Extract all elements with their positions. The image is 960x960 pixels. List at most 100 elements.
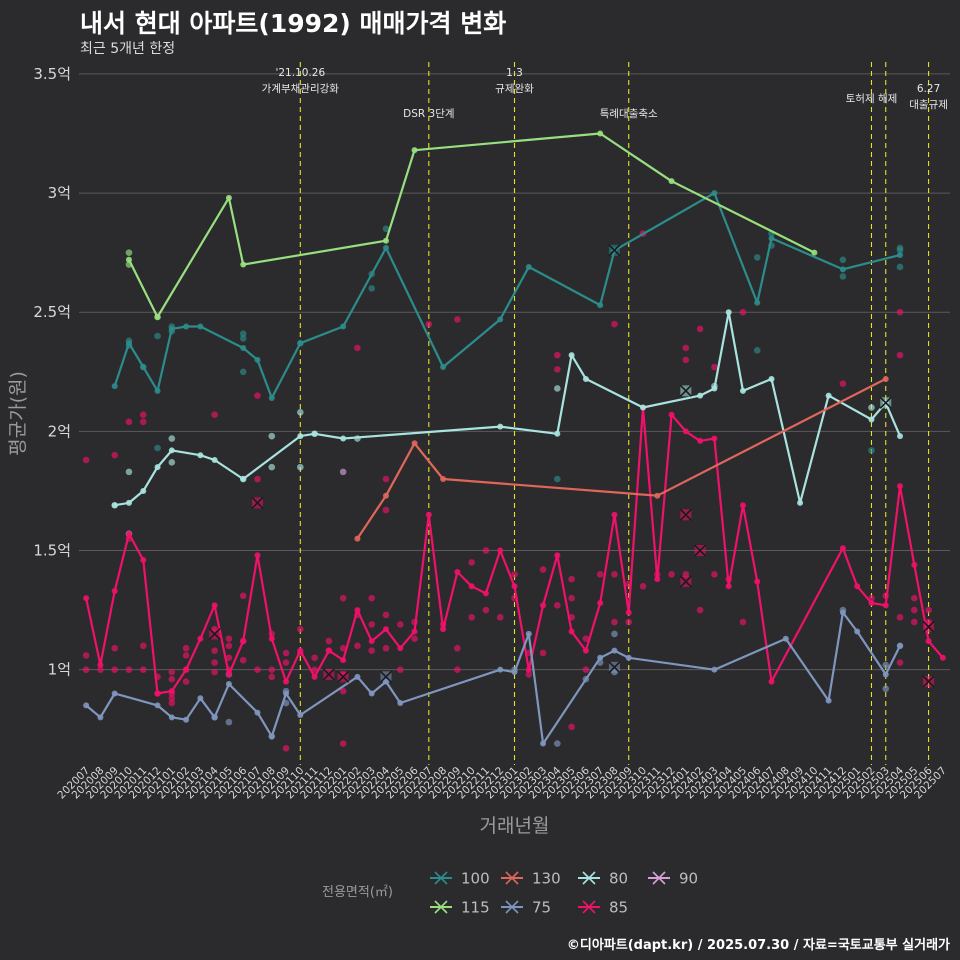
transaction-point [225, 654, 233, 662]
transaction-point [111, 451, 118, 459]
series-point [440, 626, 447, 633]
policy-annotation: DSR 3단계 [403, 108, 454, 120]
transaction-point [639, 582, 647, 590]
series-point [597, 599, 604, 606]
series-point [654, 492, 661, 499]
series-point [597, 130, 604, 137]
series-point [882, 671, 889, 678]
series-point [97, 661, 104, 668]
series-point [354, 607, 361, 614]
series-point [240, 344, 247, 351]
transaction-point [354, 642, 361, 650]
transaction-point [139, 418, 147, 426]
series-point [897, 433, 904, 440]
series-point [554, 430, 561, 437]
series-point [839, 609, 846, 616]
series-point [254, 552, 261, 559]
legend-item-75: 75 [501, 899, 551, 917]
series-line-80 [114, 311, 902, 507]
series-point [768, 235, 775, 242]
transaction-point [539, 649, 547, 657]
x-mark [679, 384, 692, 397]
transaction-point [611, 630, 618, 638]
series-point [711, 385, 718, 392]
transaction-point [125, 249, 133, 256]
transaction-point [568, 594, 575, 602]
series-point [311, 430, 318, 437]
transaction-point [511, 571, 518, 578]
legend-label: 130 [532, 870, 561, 888]
series-point [839, 266, 846, 273]
transaction-point [111, 644, 118, 652]
x-mark [679, 575, 692, 588]
series-line-115 [128, 132, 815, 319]
series-point [382, 626, 389, 633]
series-point [868, 599, 875, 606]
transaction-point [696, 606, 704, 614]
transaction-point [182, 652, 190, 659]
transaction-point [625, 618, 633, 626]
series-point [154, 313, 161, 320]
series-point [140, 487, 147, 494]
series-point [168, 325, 175, 332]
transaction-point [611, 618, 618, 626]
series-point [882, 602, 889, 609]
transaction-point [568, 575, 575, 583]
transaction-point [468, 613, 475, 621]
series-point [268, 733, 275, 740]
series-point [411, 147, 418, 154]
transaction-point [268, 432, 276, 440]
series-point [440, 364, 447, 371]
series-point [697, 437, 704, 444]
series-point [254, 356, 261, 363]
transaction-point [211, 668, 218, 676]
series-point [197, 323, 204, 330]
series-point [454, 568, 461, 575]
series-point [197, 695, 204, 702]
transaction-point [168, 668, 176, 676]
transaction-point [382, 225, 390, 233]
transaction-point [311, 654, 318, 662]
series-point [668, 178, 675, 185]
series-point [811, 249, 818, 256]
transaction-point [239, 330, 247, 337]
series-point [211, 456, 218, 463]
series-point [611, 647, 618, 654]
y-tick-label: 1.5억 [33, 542, 71, 560]
legend-swatch-x [505, 871, 519, 885]
series-point [240, 638, 247, 645]
transaction-point [239, 368, 247, 376]
legend-item-115: 115 [430, 899, 490, 917]
transaction-point [368, 621, 376, 628]
transaction-point [454, 316, 461, 323]
transaction-point [239, 592, 247, 600]
transaction-point [139, 666, 147, 673]
x-mark [608, 244, 621, 257]
transaction-point [154, 444, 161, 452]
policy-annotation: 특례대출축소 [600, 108, 658, 120]
series-point [768, 678, 775, 685]
legend-title: 전용면적(㎡) [322, 885, 393, 900]
series-point [111, 383, 118, 390]
policy-annotation: 대출규제 [909, 99, 948, 111]
series-point [497, 423, 504, 430]
transaction-point [168, 435, 176, 442]
transaction-point [297, 409, 304, 416]
series-point [397, 700, 404, 707]
legend-swatch-x [434, 871, 448, 885]
transaction-point [168, 459, 176, 466]
transaction-point [753, 254, 761, 261]
transaction-point [925, 606, 932, 614]
series-point [739, 387, 746, 394]
series-point [183, 323, 190, 330]
series-point [211, 602, 218, 609]
legend-label: 80 [609, 870, 628, 888]
series-point [254, 709, 261, 716]
series-point [525, 263, 532, 270]
series-point [168, 714, 175, 721]
legend-item-85: 85 [578, 899, 628, 917]
transaction-point [225, 718, 233, 726]
transaction-point [425, 320, 433, 328]
x-axis-title: 거래년월 [480, 815, 550, 837]
